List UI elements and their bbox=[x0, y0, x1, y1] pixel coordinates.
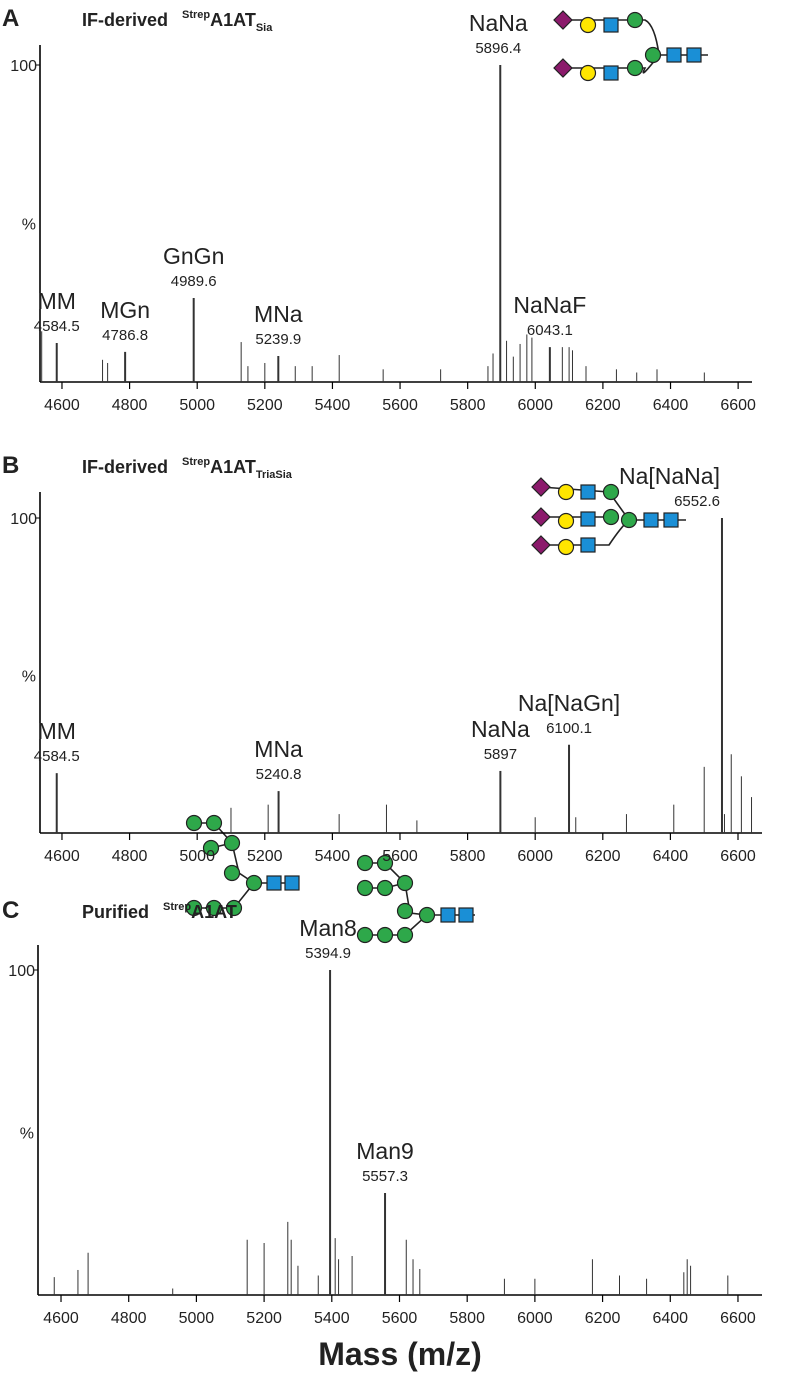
peak-name: Man8 bbox=[299, 915, 357, 941]
x-axis-label: Mass (m/z) bbox=[318, 1336, 482, 1372]
title-prefix: Purified bbox=[82, 902, 149, 922]
y-tick-label: 100 bbox=[10, 58, 37, 75]
title-sup: Strep bbox=[182, 456, 210, 468]
title-main: A1AT bbox=[210, 10, 256, 30]
panel-title: IF-derived StrepA1ATTriaSia bbox=[82, 456, 293, 481]
x-tick-label: 5000 bbox=[179, 848, 215, 865]
title-sub: Sia bbox=[256, 22, 273, 34]
peak-mass: 5394.9 bbox=[305, 945, 351, 962]
peak-name: MM bbox=[38, 718, 76, 744]
peak-mass: 5240.8 bbox=[256, 766, 302, 783]
peak-name: MNa bbox=[254, 301, 303, 327]
x-tick-label: 5600 bbox=[382, 848, 418, 865]
glycan-icon bbox=[531, 477, 686, 556]
x-tick-label: 6000 bbox=[517, 397, 553, 414]
x-tick-label: 6000 bbox=[517, 1310, 553, 1327]
peak-name: MGn bbox=[100, 297, 150, 323]
x-tick-label: 5800 bbox=[449, 1310, 485, 1327]
x-tick-label: 6200 bbox=[585, 397, 621, 414]
panel-letter: A bbox=[2, 5, 19, 32]
glycan-icon bbox=[553, 10, 708, 82]
peak-name: NaNa bbox=[469, 10, 528, 36]
title-main: A1AT bbox=[191, 902, 237, 922]
glycan-icon bbox=[356, 854, 475, 944]
peak-mass: 5896.4 bbox=[475, 40, 521, 57]
title-prefix: IF-derived bbox=[82, 10, 168, 30]
panel-letter: B bbox=[2, 452, 19, 479]
x-tick-label: 5000 bbox=[179, 397, 215, 414]
y-axis-label: % bbox=[20, 1126, 34, 1143]
peak-name: Man9 bbox=[356, 1138, 414, 1164]
title-sup: Strep bbox=[182, 9, 210, 21]
title-sup: Strep bbox=[163, 901, 191, 913]
x-tick-label: 4800 bbox=[112, 848, 148, 865]
peak-name: NaNa bbox=[471, 716, 530, 742]
x-tick-label: 4600 bbox=[44, 397, 80, 414]
x-tick-label: 4600 bbox=[44, 848, 80, 865]
x-tick-label: 5600 bbox=[382, 1310, 418, 1327]
x-tick-label: 4800 bbox=[111, 1310, 147, 1327]
x-tick-label: 6400 bbox=[653, 397, 689, 414]
x-tick-label: 5800 bbox=[450, 397, 486, 414]
x-tick-label: 6400 bbox=[652, 1310, 688, 1327]
x-tick-label: 6400 bbox=[653, 848, 689, 865]
y-axis-label: % bbox=[22, 217, 36, 234]
y-axis-label: % bbox=[22, 669, 36, 686]
peak-mass: 4584.5 bbox=[34, 318, 80, 335]
x-tick-label: 6600 bbox=[720, 1310, 756, 1327]
x-tick-label: 6200 bbox=[585, 1310, 621, 1327]
peak-name: MM bbox=[38, 288, 76, 314]
x-tick-label: 5400 bbox=[315, 397, 351, 414]
x-tick-label: 5600 bbox=[382, 397, 418, 414]
panel-letter: C bbox=[2, 897, 19, 924]
panel-title: Purified StrepA1AT bbox=[82, 901, 237, 922]
x-tick-label: 6200 bbox=[585, 848, 621, 865]
x-tick-label: 5200 bbox=[247, 397, 283, 414]
peak-name: NaNaF bbox=[513, 292, 586, 318]
title-main: A1AT bbox=[210, 457, 256, 477]
peak-mass: 4584.5 bbox=[34, 748, 80, 765]
peak-mass: 6100.1 bbox=[546, 720, 592, 737]
panel-title: IF-derived StrepA1ATSia bbox=[82, 9, 273, 34]
peak-mass: 6043.1 bbox=[527, 322, 573, 339]
x-tick-label: 4600 bbox=[43, 1310, 79, 1327]
x-tick-label: 5400 bbox=[315, 848, 351, 865]
peak-mass: 4786.8 bbox=[102, 327, 148, 344]
title-sub: TriaSia bbox=[256, 469, 293, 481]
x-tick-label: 5200 bbox=[247, 848, 283, 865]
x-tick-label: 5000 bbox=[179, 1310, 215, 1327]
peak-mass: 4989.6 bbox=[171, 273, 217, 290]
peak-name: Na[NaGn] bbox=[518, 690, 620, 716]
y-tick-label: 100 bbox=[10, 511, 37, 528]
x-tick-label: 6600 bbox=[720, 397, 756, 414]
x-tick-label: 5400 bbox=[314, 1310, 350, 1327]
peak-mass: 5239.9 bbox=[255, 331, 301, 348]
glycan-icon bbox=[185, 814, 300, 917]
peak-name: MNa bbox=[254, 736, 303, 762]
peak-name: GnGn bbox=[163, 243, 224, 269]
peak-mass: 5897 bbox=[484, 746, 517, 763]
x-tick-label: 5200 bbox=[246, 1310, 282, 1327]
x-tick-label: 6000 bbox=[517, 848, 553, 865]
title-prefix: IF-derived bbox=[82, 457, 168, 477]
y-tick-label: 100 bbox=[8, 963, 35, 980]
x-tick-label: 5800 bbox=[450, 848, 486, 865]
x-tick-label: 6600 bbox=[720, 848, 756, 865]
peak-mass: 6552.6 bbox=[674, 493, 720, 510]
x-tick-label: 4800 bbox=[112, 397, 148, 414]
peak-mass: 5557.3 bbox=[362, 1168, 408, 1185]
peak-name: Na[NaNa] bbox=[619, 463, 720, 489]
